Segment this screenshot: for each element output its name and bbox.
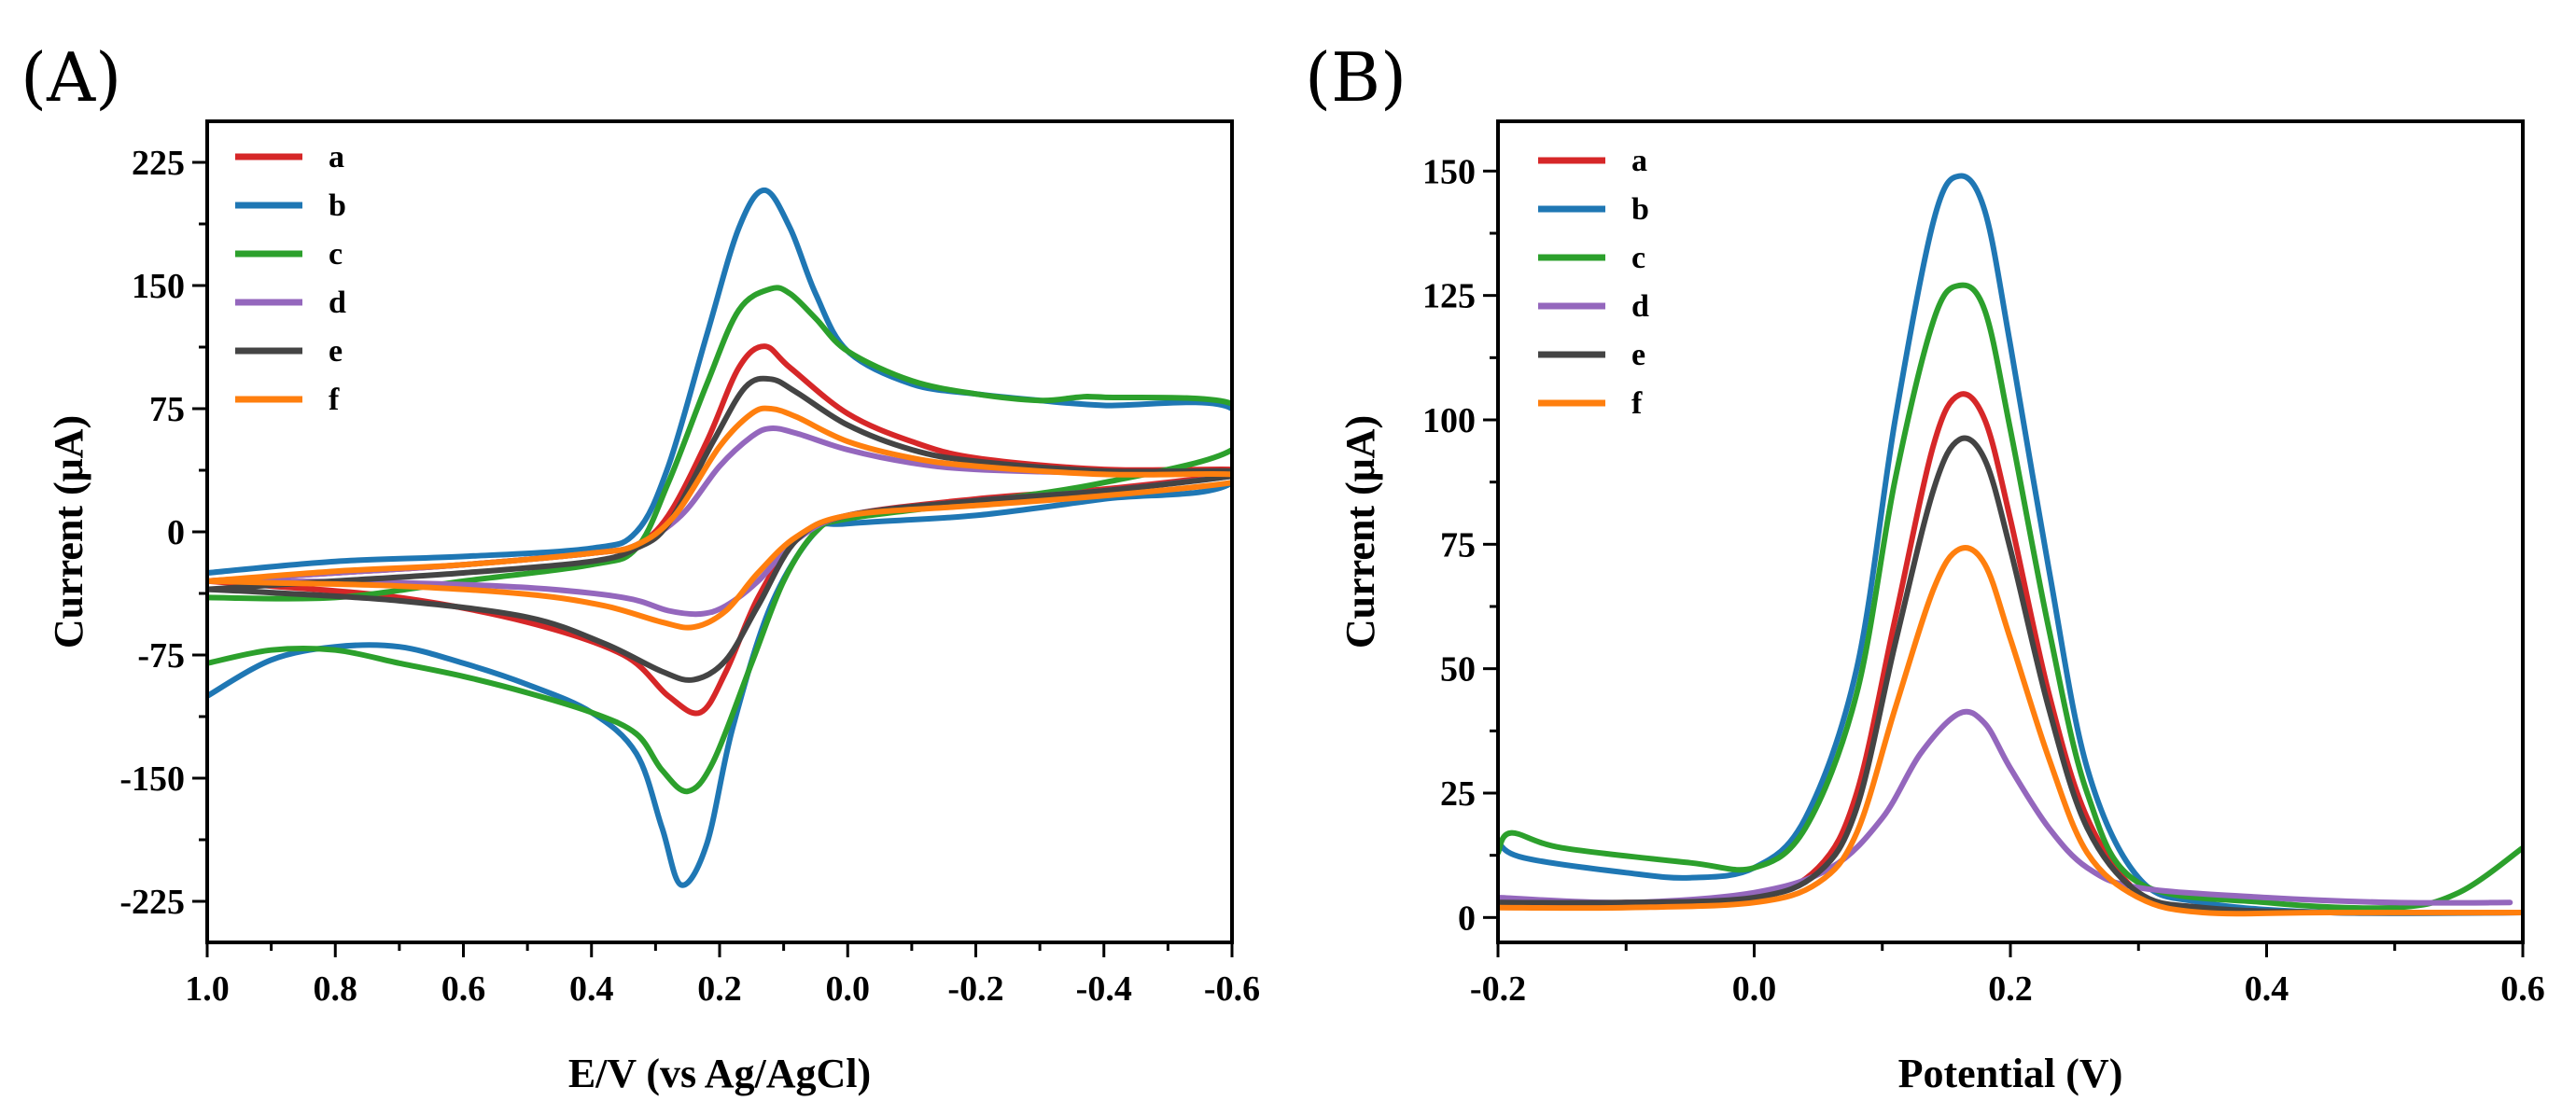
panel-b-y-axis: 0 25 50 75 100 125 150 bbox=[1422, 152, 1498, 938]
y-tick-label: 100 bbox=[1422, 401, 1476, 440]
legend-label-b: b bbox=[329, 188, 346, 223]
x-tick-label: -0.2 bbox=[1470, 969, 1526, 1009]
panel-b-curves bbox=[1498, 173, 2523, 917]
legend-label-e: e bbox=[329, 334, 343, 369]
series-line-d bbox=[1498, 708, 2513, 906]
y-tick-label: 225 bbox=[132, 144, 185, 183]
panel-a-x-axis: 1.0 0.8 0.6 0.4 0.2 0.0 -0.2 -0.4 -0.6 bbox=[185, 942, 1260, 1009]
y-tick-label: 125 bbox=[1422, 277, 1476, 316]
y-tick-label: 0 bbox=[167, 513, 185, 552]
x-tick-label: 0.2 bbox=[697, 969, 742, 1009]
y-tick-label: 0 bbox=[1458, 899, 1476, 938]
panel-b-label: (B) bbox=[1305, 38, 1407, 117]
series-line-b bbox=[207, 187, 1232, 888]
x-tick-label: 0.0 bbox=[1732, 969, 1777, 1009]
x-tick-label: -0.6 bbox=[1204, 969, 1260, 1009]
legend-label-e: e bbox=[1631, 338, 1645, 372]
series-line-c bbox=[207, 285, 1232, 795]
x-tick-label: -0.2 bbox=[947, 969, 1003, 1009]
x-tick-label: -0.4 bbox=[1076, 969, 1132, 1009]
legend-label-b: b bbox=[1631, 192, 1649, 227]
panel-a-curves bbox=[207, 187, 1232, 888]
panel-a-y-axis-title: Current (μA) bbox=[46, 415, 91, 648]
legend-label-d: d bbox=[1631, 289, 1649, 324]
panel-a: (A) 1.0 0.8 0.6 0.4 0.2 0.0 -0.2 -0.4 -0.6 225 15… bbox=[21, 38, 1260, 1096]
panel-a-x-axis-title: E/V (vs Ag/AgCl) bbox=[568, 1051, 871, 1096]
panel-a-label: (A) bbox=[21, 38, 121, 117]
y-tick-label: 150 bbox=[1422, 152, 1476, 191]
panel-b-y-axis-title: Current (μA) bbox=[1337, 415, 1383, 648]
legend-label-f: f bbox=[329, 383, 340, 417]
y-tick-label: -150 bbox=[119, 760, 185, 799]
series-line-e bbox=[207, 375, 1232, 683]
series-line-e bbox=[1498, 435, 2523, 916]
y-tick-label: 75 bbox=[1440, 525, 1476, 564]
x-tick-label: 0.6 bbox=[2500, 969, 2545, 1009]
x-tick-label: 0.2 bbox=[1988, 969, 2033, 1009]
x-tick-label: 0.4 bbox=[2245, 969, 2289, 1009]
panel-b-x-axis-title: Potential (V) bbox=[1898, 1051, 2123, 1096]
x-tick-label: 0.0 bbox=[826, 969, 871, 1009]
series-line-a bbox=[1498, 391, 2523, 916]
legend-label-c: c bbox=[1631, 241, 1645, 275]
y-tick-label: 150 bbox=[132, 267, 185, 306]
y-tick-label: 75 bbox=[149, 390, 185, 429]
x-tick-label: 1.0 bbox=[185, 969, 230, 1009]
x-tick-label: 0.8 bbox=[314, 969, 358, 1009]
y-tick-label: -75 bbox=[137, 636, 185, 676]
legend-label-f: f bbox=[1631, 386, 1643, 421]
legend-label-a: a bbox=[329, 140, 344, 174]
series-line-f bbox=[1498, 545, 2523, 917]
panel-b-x-axis: -0.2 0.0 0.2 0.4 0.6 bbox=[1470, 942, 2545, 1009]
series-line-c bbox=[1498, 282, 2523, 912]
x-tick-label: 0.4 bbox=[569, 969, 614, 1009]
legend-label-c: c bbox=[329, 237, 343, 272]
panel-b: (B) -0.2 0.0 0.2 0.4 0.6 0 25 50 75 100 125 150 ab… bbox=[1305, 38, 2545, 1096]
legend-label-d: d bbox=[329, 286, 346, 320]
panel-a-y-axis: 225 150 75 0 -75 -150 -225 bbox=[119, 144, 207, 922]
y-tick-label: 25 bbox=[1440, 774, 1476, 814]
legend-label-a: a bbox=[1631, 144, 1647, 178]
y-tick-label: -225 bbox=[119, 883, 185, 922]
series-line-f bbox=[207, 405, 1232, 631]
x-tick-label: 0.6 bbox=[441, 969, 486, 1009]
panel-a-plot-frame bbox=[205, 119, 1234, 944]
y-tick-label: 50 bbox=[1440, 650, 1476, 690]
